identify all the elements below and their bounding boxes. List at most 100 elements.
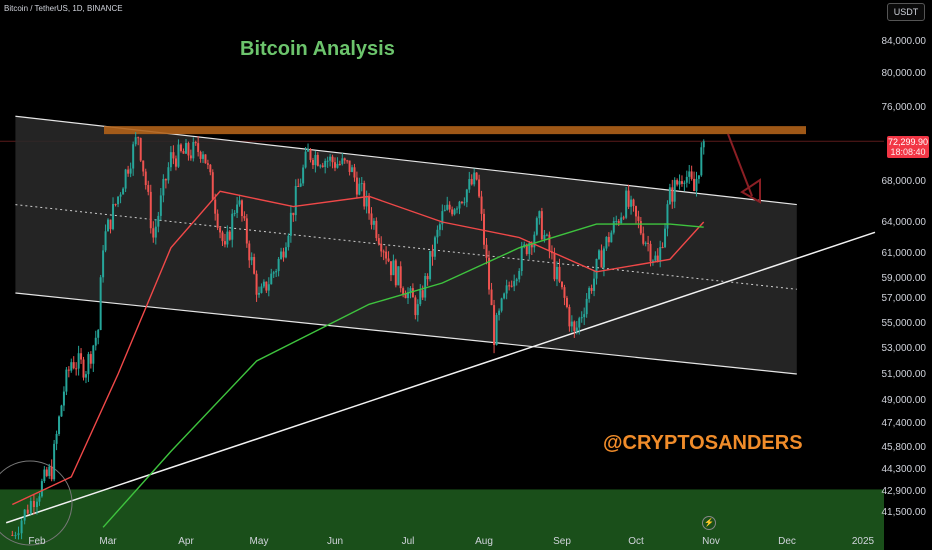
candle-body <box>433 237 436 257</box>
candle-body <box>399 266 402 289</box>
candle-body <box>194 142 197 144</box>
candle-body <box>595 258 598 279</box>
candle-body <box>558 266 561 282</box>
symbol-info[interactable]: Bitcoin / TetherUS, 1D, BINANCE <box>4 4 123 13</box>
candle-body <box>676 180 679 185</box>
candle-body <box>666 204 669 229</box>
y-tick-label: 59,000.00 <box>882 273 927 284</box>
candle-body <box>363 183 366 207</box>
candle-body <box>678 181 681 185</box>
candle-body <box>159 195 162 216</box>
resistance-band[interactable] <box>104 126 806 135</box>
candle-body <box>612 221 615 233</box>
countdown-value: 18:08:40 <box>890 147 926 157</box>
candle-body <box>465 189 468 203</box>
candle-body <box>382 251 385 253</box>
candle-body <box>583 314 586 318</box>
candle-body <box>588 288 591 299</box>
candle-body <box>172 152 175 159</box>
candle-body <box>53 443 56 480</box>
candle-body <box>688 171 691 177</box>
candle-body <box>185 143 187 154</box>
candle-body <box>326 160 329 162</box>
candle-body <box>518 270 521 280</box>
candle-body <box>179 144 182 151</box>
candle-body <box>411 288 414 298</box>
ma-short-line[interactable] <box>12 190 705 506</box>
candle-body <box>297 185 300 187</box>
candle-body <box>202 154 205 159</box>
candle-body <box>102 250 105 278</box>
candle-body <box>615 221 618 223</box>
candle-body <box>134 137 137 145</box>
candle-body <box>528 243 531 255</box>
candle-body <box>45 469 48 476</box>
candle-body <box>243 216 246 219</box>
candle-body <box>36 501 38 508</box>
candle-body <box>458 201 461 209</box>
candle-body <box>214 199 217 214</box>
candle-body <box>419 290 422 305</box>
y-tick-label: 80,000.00 <box>882 68 927 79</box>
candle-body <box>277 258 280 272</box>
candle-body <box>314 154 317 166</box>
candle-body <box>392 260 395 276</box>
candle-body <box>700 147 703 176</box>
candle-body <box>192 142 195 159</box>
candle-body <box>316 154 319 166</box>
candle-body <box>451 209 454 215</box>
highlight-circle <box>0 460 73 546</box>
candle-body <box>543 234 546 240</box>
candle-body <box>535 218 538 235</box>
candle-body <box>394 260 397 286</box>
candle-body <box>26 509 29 514</box>
candle-body <box>475 172 478 180</box>
candle-body <box>578 318 581 328</box>
candle-body <box>460 201 463 203</box>
candle-body <box>573 321 576 331</box>
lightning-icon[interactable]: ⚡ <box>702 516 716 530</box>
author-watermark: @CRYPTOSANDERS <box>603 432 803 454</box>
candle-body <box>548 234 551 252</box>
candle-body <box>697 175 700 179</box>
x-tick-label: Mar <box>99 536 117 547</box>
candle-body <box>226 231 229 245</box>
candle-body <box>683 182 686 184</box>
candle-body <box>360 183 363 185</box>
candle-body <box>671 187 674 202</box>
candle-body <box>483 213 485 245</box>
candle-body <box>299 183 302 187</box>
candle-body <box>508 285 511 287</box>
candle-body <box>97 329 100 338</box>
last-price-value: 72,299.90 <box>887 137 929 147</box>
candle-body <box>197 143 200 152</box>
candle-body <box>48 466 51 476</box>
candle-body <box>14 535 17 537</box>
candle-body <box>661 247 664 249</box>
candle-body <box>253 257 256 274</box>
currency-badge[interactable]: USDT <box>887 3 925 21</box>
y-tick-label: 42,900.00 <box>882 486 927 497</box>
candle-body <box>343 158 346 161</box>
candle-body <box>132 144 135 169</box>
candle-body <box>139 138 142 161</box>
candle-body <box>470 179 473 185</box>
ma-long-line[interactable] <box>102 223 704 528</box>
candle-body <box>29 501 32 514</box>
candle-body <box>219 227 222 233</box>
candle-body <box>112 204 115 230</box>
candle-body <box>485 244 488 258</box>
y-tick-label: 51,000.00 <box>882 369 927 380</box>
candle-body <box>129 168 132 174</box>
candle-body <box>404 293 407 299</box>
candle-body <box>206 163 209 165</box>
candle-body <box>164 178 167 181</box>
candle-body <box>177 144 180 167</box>
x-tick-label: Aug <box>475 536 493 547</box>
y-tick-label: 64,000.00 <box>882 217 927 228</box>
candle-body <box>307 149 310 152</box>
candle-body <box>294 185 297 216</box>
candle-body <box>488 257 491 290</box>
